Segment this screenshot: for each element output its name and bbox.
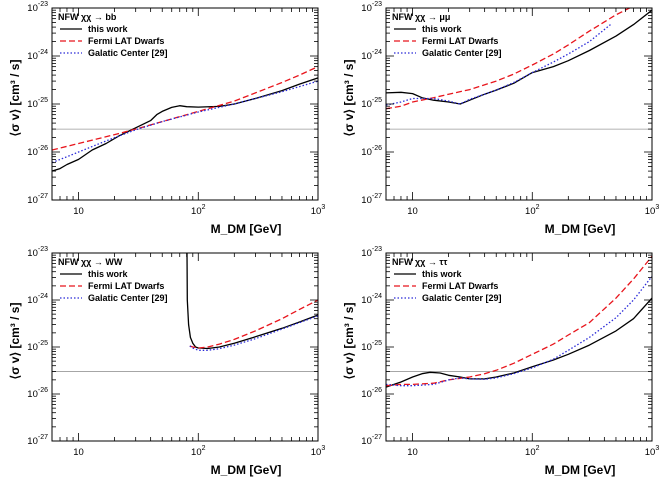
y-tick-label: 10-23 xyxy=(27,246,48,259)
y-tick-label: 10-24 xyxy=(361,49,382,62)
x-axis-ticks: 10 102 103 xyxy=(51,253,326,458)
series-line-2 xyxy=(52,80,318,164)
legend-entry-1: Fermi LAT Dwarfs xyxy=(88,36,164,46)
y-tick-label: 10-24 xyxy=(27,293,48,306)
x-tick-label: 102 xyxy=(525,204,540,217)
y-tick-label: 10-27 xyxy=(27,193,48,206)
legend-entry-0: this work xyxy=(422,24,463,34)
series-line-1 xyxy=(386,8,631,110)
y-tick-label: 10-26 xyxy=(361,145,382,158)
x-tick-label: 103 xyxy=(311,204,326,217)
series-line-0 xyxy=(52,77,318,172)
y-tick-label: 10-25 xyxy=(361,340,382,353)
chart-panel-bottom-right: 10 102 103 10-27 10-26 10-25 10-24 10-23 M_DM [G… xyxy=(342,246,659,477)
y-tick-label: 10-27 xyxy=(361,434,382,447)
y-axis-title: ⟨σ v⟩ [cm³ / s] xyxy=(8,60,22,137)
x-tick-label: 103 xyxy=(645,204,660,217)
y-tick-label: 10-27 xyxy=(27,434,48,447)
y-tick-label: 10-25 xyxy=(27,340,48,353)
legend: NFW χχ → ττ this work Fermi LAT Dwarfs Gala… xyxy=(392,257,502,303)
legend-entry-0: this work xyxy=(422,269,463,279)
chart-panel-bottom-left: 10 102 103 10-27 10-26 10-25 10-24 10-23 M_DM [G… xyxy=(8,246,325,477)
y-axis-ticks: 10-27 10-26 10-25 10-24 10-23 xyxy=(361,246,652,447)
legend-entry-1: Fermi LAT Dwarfs xyxy=(422,36,498,46)
legend-entry-1: Fermi LAT Dwarfs xyxy=(422,281,498,291)
series-line-2 xyxy=(386,275,652,387)
y-axis-ticks: 10-27 10-26 10-25 10-24 10-23 xyxy=(361,1,652,206)
y-tick-label: 10-27 xyxy=(361,193,382,206)
legend-channel-label: NFW χχ → μμ xyxy=(392,12,450,22)
x-axis-title: M_DM [GeV] xyxy=(545,463,616,477)
y-tick-label: 10-23 xyxy=(361,246,382,259)
x-axis-title: M_DM [GeV] xyxy=(211,463,282,477)
y-tick-label: 10-26 xyxy=(361,387,382,400)
legend-entry-2: Galatic Center [29] xyxy=(88,293,168,303)
y-tick-label: 10-25 xyxy=(27,97,48,110)
x-tick-label: 103 xyxy=(311,445,326,458)
y-tick-label: 10-23 xyxy=(361,1,382,14)
y-tick-label: 10-26 xyxy=(27,387,48,400)
legend-channel-label: NFW χχ → WW xyxy=(58,257,123,267)
series-line-2 xyxy=(386,24,611,106)
chart-panel-top-left: 10 102 103 10-27 10-26 10-25 10-24 10-23 M_DM [G… xyxy=(8,1,325,236)
legend: NFW χχ → μμ this work Fermi LAT Dwarfs Gala… xyxy=(392,12,502,58)
legend-entry-2: Galatic Center [29] xyxy=(422,293,502,303)
series-line-0 xyxy=(386,297,652,388)
legend-entry-0: this work xyxy=(88,269,129,279)
legend: NFW χχ → WW this work Fermi LAT Dwarfs Gala… xyxy=(58,257,168,303)
y-tick-label: 10-23 xyxy=(27,1,48,14)
series-line-2 xyxy=(189,315,318,351)
x-tick-label: 10 xyxy=(73,206,84,217)
x-tick-label: 10 xyxy=(407,206,418,217)
series-line-1 xyxy=(189,299,318,349)
y-axis-title: ⟨σ v⟩ [cm³ / s] xyxy=(342,60,356,137)
y-tick-label: 10-25 xyxy=(361,97,382,110)
y-axis-ticks: 10-27 10-26 10-25 10-24 10-23 xyxy=(27,246,318,447)
y-axis-title: ⟨σ v⟩ [cm³ / s] xyxy=(8,303,22,380)
legend-entry-1: Fermi LAT Dwarfs xyxy=(88,281,164,291)
legend-channel-label: NFW χχ → ττ xyxy=(392,257,447,267)
series-line-1 xyxy=(52,66,318,151)
legend-channel-label: NFW χχ → bb xyxy=(58,12,117,22)
y-tick-label: 10-24 xyxy=(27,49,48,62)
x-axis-title: M_DM [GeV] xyxy=(545,222,616,236)
legend-entry-0: this work xyxy=(88,24,129,34)
series-line-1 xyxy=(386,255,652,387)
series-line-0 xyxy=(386,9,652,105)
x-tick-label: 102 xyxy=(191,204,206,217)
legend-entry-2: Galatic Center [29] xyxy=(422,48,502,58)
series-line-0 xyxy=(186,253,318,350)
legend-entry-2: Galatic Center [29] xyxy=(88,48,168,58)
x-tick-label: 102 xyxy=(525,445,540,458)
x-tick-label: 10 xyxy=(407,447,418,458)
y-tick-label: 10-26 xyxy=(27,145,48,158)
y-axis-ticks: 10-27 10-26 10-25 10-24 10-23 xyxy=(27,1,318,206)
y-axis-title: ⟨σ v⟩ [cm³ / s] xyxy=(342,303,356,380)
x-tick-label: 103 xyxy=(645,445,660,458)
x-axis-title: M_DM [GeV] xyxy=(211,222,282,236)
legend: NFW χχ → bb this work Fermi LAT Dwarfs Gala… xyxy=(58,12,168,58)
x-tick-label: 102 xyxy=(191,445,206,458)
y-tick-label: 10-24 xyxy=(361,293,382,306)
x-tick-label: 10 xyxy=(73,447,84,458)
chart-panel-top-right: 10 102 103 10-27 10-26 10-25 10-24 10-23 M_DM [G… xyxy=(342,1,659,236)
